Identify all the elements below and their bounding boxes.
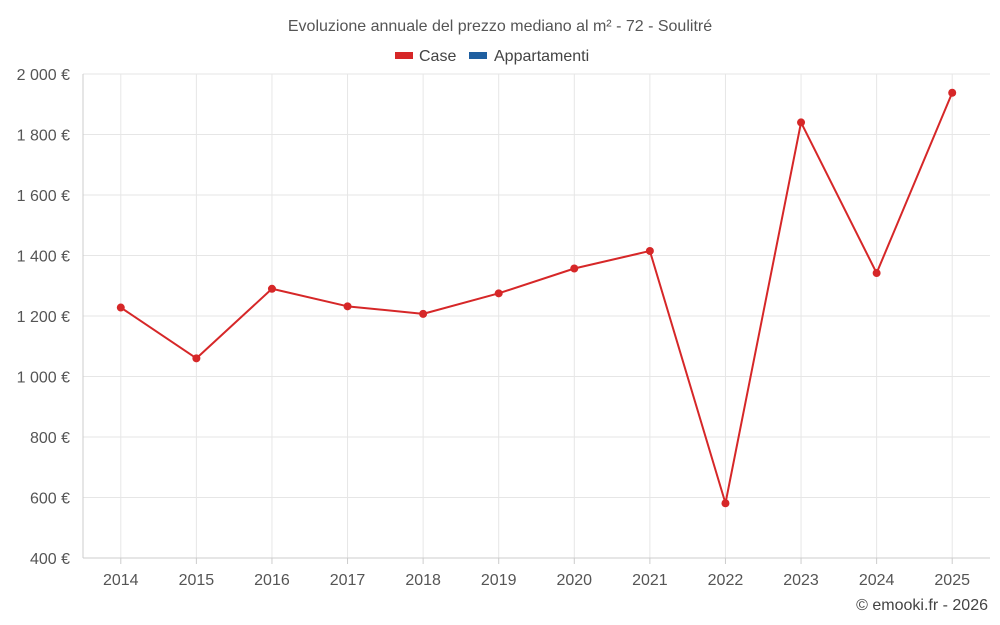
x-tick-label: 2025 xyxy=(934,572,970,589)
grid xyxy=(83,73,990,558)
x-tick-label: 2020 xyxy=(556,572,592,589)
y-tick-label: 1 400 € xyxy=(17,249,70,266)
x-tick-label: 2019 xyxy=(481,572,517,589)
data-point[interactable] xyxy=(116,303,125,312)
y-tick-label: 600 € xyxy=(30,491,70,508)
series-case xyxy=(116,88,957,508)
legend: Case Appartamenti xyxy=(395,48,589,65)
legend-item-case[interactable]: Case xyxy=(395,48,456,65)
data-point[interactable] xyxy=(797,118,806,127)
y-tick-label: 1 200 € xyxy=(17,309,70,326)
y-tick-label: 1 800 € xyxy=(17,128,70,145)
x-tick-label: 2023 xyxy=(783,572,819,589)
chart-title: Evoluzione annuale del prezzo mediano al… xyxy=(288,18,712,35)
x-tick-label: 2024 xyxy=(859,572,895,589)
legend-swatch-case xyxy=(395,52,413,59)
y-tick-label: 400 € xyxy=(30,551,70,568)
y-tick-label: 1 000 € xyxy=(17,370,70,387)
data-point[interactable] xyxy=(645,246,654,255)
x-tick-label: 2017 xyxy=(330,572,366,589)
data-point[interactable] xyxy=(872,269,881,278)
legend-item-appartamenti[interactable]: Appartamenti xyxy=(469,48,589,65)
x-tick-label: 2018 xyxy=(405,572,441,589)
data-point[interactable] xyxy=(948,88,957,97)
y-tick-label: 800 € xyxy=(30,430,70,447)
data-point[interactable] xyxy=(721,499,730,508)
x-tick-label: 2022 xyxy=(708,572,744,589)
y-tick-label: 2 000 € xyxy=(17,67,70,84)
data-point[interactable] xyxy=(494,289,503,298)
data-point[interactable] xyxy=(267,284,276,293)
credit-text: © emooki.fr - 2026 xyxy=(856,597,988,614)
data-point[interactable] xyxy=(343,302,352,311)
x-tick-label: 2014 xyxy=(103,572,139,589)
x-tick-label: 2016 xyxy=(254,572,290,589)
axes: 400 € 600 € 800 € 1 000 € 1 200 € 1 400 € 1 60… xyxy=(17,67,990,589)
x-tick-label: 2021 xyxy=(632,572,668,589)
legend-label-appartamenti: Appartamenti xyxy=(494,48,589,65)
series-line-case xyxy=(120,92,954,505)
y-tick-label: 1 600 € xyxy=(17,188,70,205)
x-tick-label: 2015 xyxy=(179,572,215,589)
data-point[interactable] xyxy=(570,264,579,273)
legend-swatch-appartamenti xyxy=(469,52,487,59)
data-point[interactable] xyxy=(419,309,428,318)
data-point[interactable] xyxy=(192,354,201,363)
legend-label-case: Case xyxy=(419,48,456,65)
